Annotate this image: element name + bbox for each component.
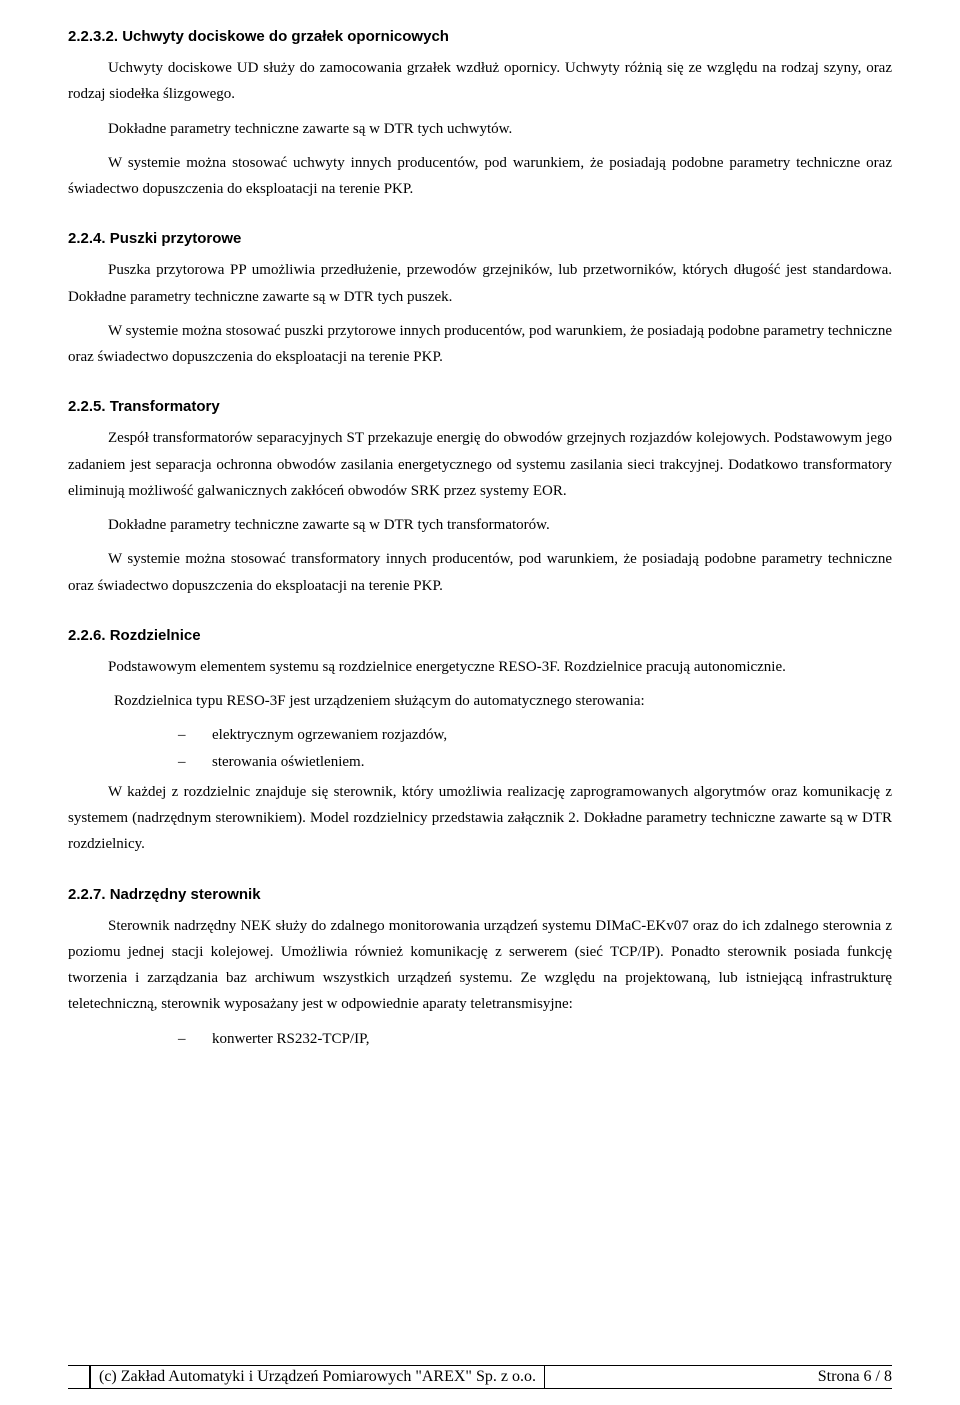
paragraph: Dokładne parametry techniczne zawarte są… <box>68 116 892 142</box>
page-footer: (c) Zakład Automatyki i Urządzeń Pomiaro… <box>68 1365 892 1389</box>
paragraph: Sterownik nadrzędny NEK służy do zdalneg… <box>68 913 892 1018</box>
paragraph: Zespół transformatorów separacyjnych ST … <box>68 425 892 504</box>
footer-copyright: (c) Zakład Automatyki i Urządzeń Pomiaro… <box>90 1366 545 1388</box>
heading-2-2-6: 2.2.6. Rozdzielnice <box>68 627 892 644</box>
bullet-list: – elektrycznym ogrzewaniem rozjazdów, – … <box>178 722 892 775</box>
footer-page-number: Strona 6 / 8 <box>818 1366 892 1388</box>
bullet-dash-icon: – <box>178 749 212 775</box>
list-item: – konwerter RS232-TCP/IP, <box>178 1026 892 1052</box>
list-item: – sterowania oświetleniem. <box>178 749 892 775</box>
paragraph: Dokładne parametry techniczne zawarte są… <box>68 512 892 538</box>
list-item-text: elektrycznym ogrzewaniem rozjazdów, <box>212 722 447 748</box>
heading-2-2-3-2: 2.2.3.2. Uchwyty dociskowe do grzałek op… <box>68 28 892 45</box>
heading-2-2-5: 2.2.5. Transformatory <box>68 398 892 415</box>
bullet-list: – konwerter RS232-TCP/IP, <box>178 1026 892 1052</box>
heading-2-2-7: 2.2.7. Nadrzędny sterownik <box>68 886 892 903</box>
list-item-text: konwerter RS232-TCP/IP, <box>212 1026 370 1052</box>
bullet-dash-icon: – <box>178 722 212 748</box>
paragraph: Rozdzielnica typu RESO-3F jest urządzeni… <box>68 688 892 714</box>
list-item: – elektrycznym ogrzewaniem rozjazdów, <box>178 722 892 748</box>
list-item-text: sterowania oświetleniem. <box>212 749 364 775</box>
paragraph: Puszka przytorowa PP umożliwia przedłuże… <box>68 257 892 310</box>
footer-spacer <box>68 1366 90 1388</box>
bullet-dash-icon: – <box>178 1026 212 1052</box>
paragraph: Podstawowym elementem systemu są rozdzie… <box>68 654 892 680</box>
paragraph: W systemie można stosować transformatory… <box>68 546 892 599</box>
paragraph: W każdej z rozdzielnic znajduje się ster… <box>68 779 892 858</box>
paragraph: W systemie można stosować uchwyty innych… <box>68 150 892 203</box>
heading-2-2-4: 2.2.4. Puszki przytorowe <box>68 230 892 247</box>
paragraph: W systemie można stosować puszki przytor… <box>68 318 892 371</box>
paragraph: Uchwyty dociskowe UD służy do zamocowani… <box>68 55 892 108</box>
